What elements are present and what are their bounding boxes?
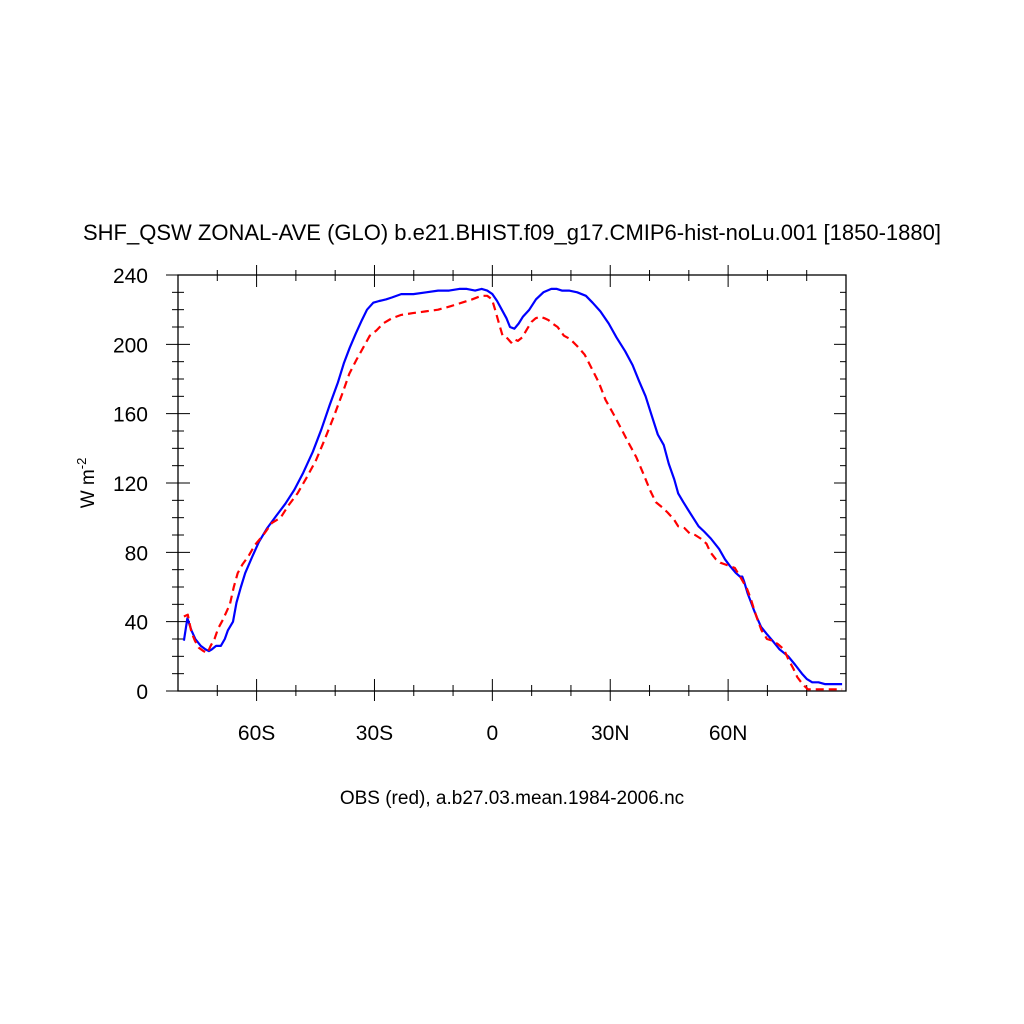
y-tick-label: 160 bbox=[113, 404, 148, 427]
series-line-obs bbox=[183, 294, 843, 691]
x-tick-label: 30N bbox=[591, 722, 630, 745]
y-tick-label: 80 bbox=[125, 542, 148, 565]
y-tick-label: 0 bbox=[136, 681, 148, 704]
y-tick-label: 240 bbox=[113, 265, 148, 288]
y-tick-label: 120 bbox=[113, 473, 148, 496]
tick-labels: 0 40 80 120 160 200 240 60S 30S 0 30N 60N bbox=[113, 265, 747, 745]
x-tick-label: 60S bbox=[238, 722, 275, 745]
x-tick-label: 0 bbox=[487, 722, 499, 745]
axis-ticks bbox=[166, 265, 846, 701]
series-layer bbox=[182, 287, 843, 691]
y-tick-label: 40 bbox=[125, 612, 148, 635]
y-tick-label: 200 bbox=[113, 334, 148, 357]
x-axis-caption: OBS (red), a.b27.03.mean.1984-2006.nc bbox=[340, 788, 684, 809]
chart-title: SHF_QSW ZONAL-AVE (GLO) b.e21.BHIST.f09_… bbox=[83, 220, 941, 245]
series-line-model bbox=[182, 287, 843, 686]
plot-area bbox=[177, 274, 847, 692]
x-tick-label: 30S bbox=[356, 722, 393, 745]
x-tick-label: 60N bbox=[709, 722, 748, 745]
y-axis-label: W m-2 bbox=[74, 458, 99, 509]
plot-frame bbox=[177, 274, 847, 692]
y-axis-label-superscript: -2 bbox=[74, 458, 89, 470]
y-axis-label-text: W m bbox=[78, 469, 99, 508]
